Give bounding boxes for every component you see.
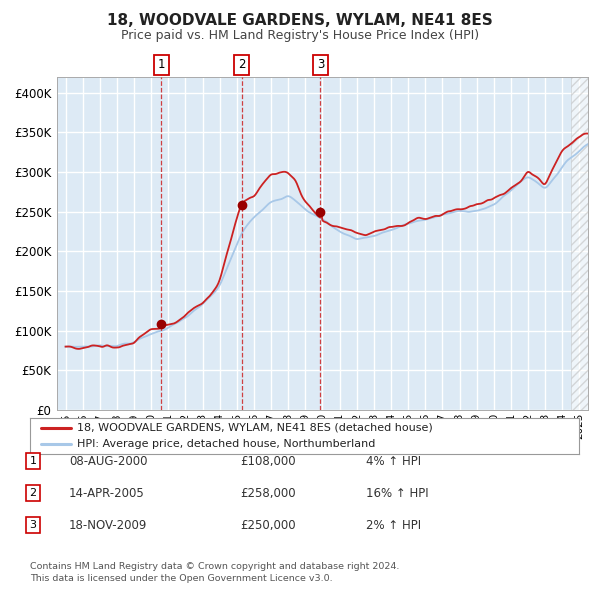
Text: 18, WOODVALE GARDENS, WYLAM, NE41 8ES: 18, WOODVALE GARDENS, WYLAM, NE41 8ES: [107, 13, 493, 28]
Text: 3: 3: [317, 58, 324, 71]
Text: 1: 1: [158, 58, 165, 71]
Text: 3: 3: [29, 520, 37, 530]
Text: 2: 2: [29, 489, 37, 498]
Text: £258,000: £258,000: [240, 487, 296, 500]
Text: 18-NOV-2009: 18-NOV-2009: [69, 519, 148, 532]
Text: 18, WOODVALE GARDENS, WYLAM, NE41 8ES (detached house): 18, WOODVALE GARDENS, WYLAM, NE41 8ES (d…: [77, 422, 433, 432]
Text: £250,000: £250,000: [240, 519, 296, 532]
Text: HPI: Average price, detached house, Northumberland: HPI: Average price, detached house, Nort…: [77, 440, 375, 450]
Text: Contains HM Land Registry data © Crown copyright and database right 2024.
This d: Contains HM Land Registry data © Crown c…: [30, 562, 400, 583]
Text: 1: 1: [29, 457, 37, 466]
Text: 16% ↑ HPI: 16% ↑ HPI: [366, 487, 428, 500]
Text: £108,000: £108,000: [240, 455, 296, 468]
Text: 4% ↑ HPI: 4% ↑ HPI: [366, 455, 421, 468]
Bar: [571, 77, 588, 410]
Text: 2% ↑ HPI: 2% ↑ HPI: [366, 519, 421, 532]
Text: 2: 2: [238, 58, 245, 71]
Text: Price paid vs. HM Land Registry's House Price Index (HPI): Price paid vs. HM Land Registry's House …: [121, 30, 479, 42]
Text: 14-APR-2005: 14-APR-2005: [69, 487, 145, 500]
Text: 08-AUG-2000: 08-AUG-2000: [69, 455, 148, 468]
